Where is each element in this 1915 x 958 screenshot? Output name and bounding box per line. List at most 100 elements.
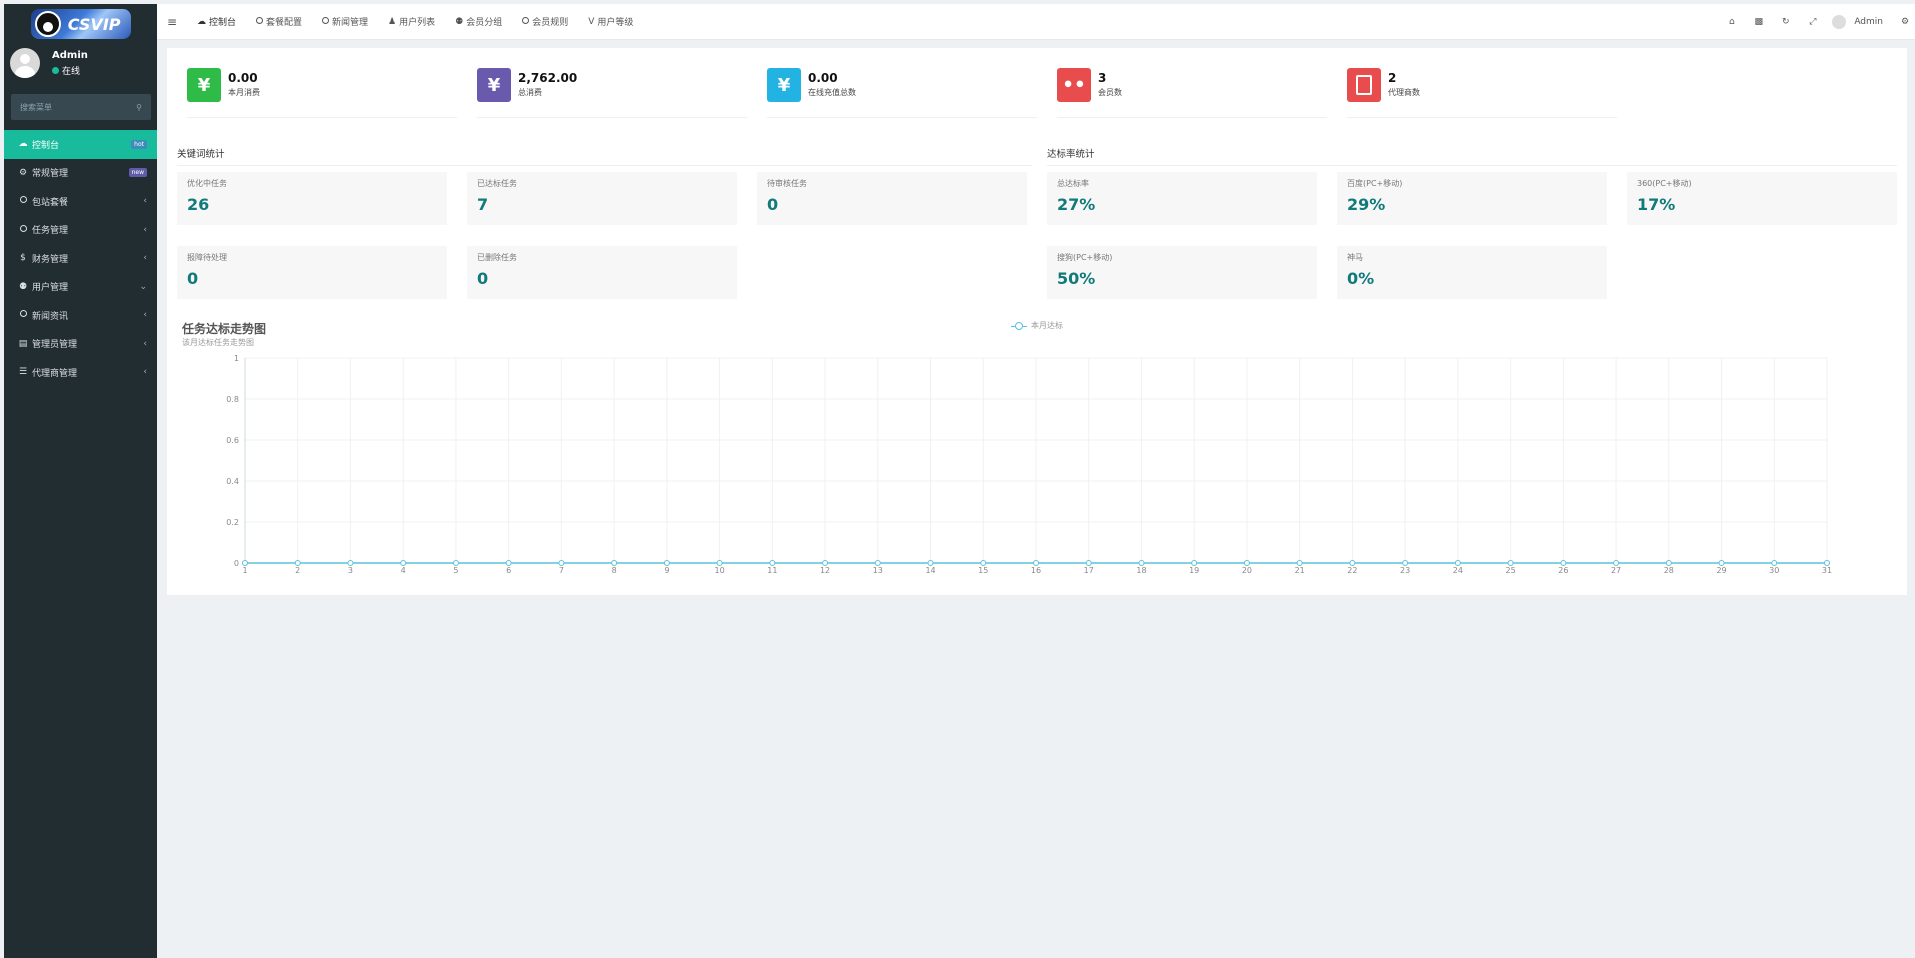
series-point — [452, 560, 459, 566]
sidebar-item-6[interactable]: 新闻资讯 ‹ — [4, 301, 157, 330]
y-tick-label: 1 — [234, 354, 239, 363]
tab-3[interactable]: ♟ 用户列表 — [378, 4, 445, 39]
tab-label: 控制台 — [209, 18, 237, 28]
stat-label: 本月消费 — [228, 88, 260, 97]
tab-2[interactable]: 新闻管理 — [312, 4, 378, 39]
users-icon: ⚉ — [18, 281, 28, 292]
user-panel: Admin 在线 — [4, 44, 157, 82]
dashboard-icon: ☁ — [197, 16, 206, 27]
metric-value: 0 — [477, 269, 489, 288]
x-tick-label: 5 — [453, 566, 458, 575]
x-tick-label: 23 — [1400, 566, 1410, 575]
fullscreen-icon[interactable]: ⤢ — [1809, 16, 1817, 27]
settings-icon[interactable]: ⚙ — [1900, 16, 1910, 27]
tab-4[interactable]: ⚉ 会员分组 — [445, 4, 512, 39]
tab-1[interactable]: 套餐配置 — [246, 4, 312, 39]
sidebar-item-4[interactable]: $ 财务管理 ‹ — [4, 244, 157, 273]
sidebar-item-label: 常规管理 — [32, 169, 69, 180]
metric-label: 百度(PC+移动) — [1347, 179, 1403, 188]
metric-label: 优化中任务 — [187, 179, 227, 188]
circle-icon — [18, 196, 28, 206]
x-tick-label: 26 — [1558, 566, 1568, 575]
logo[interactable]: CSVIP — [4, 4, 157, 44]
metric-value: 29% — [1347, 195, 1386, 214]
top-avatar — [1832, 14, 1847, 29]
series-point — [1138, 560, 1145, 566]
stat-value: 0.00 — [228, 71, 258, 85]
users-icon: ⚫⚫ — [1057, 68, 1091, 102]
metric-value: 27% — [1057, 195, 1096, 214]
user-status: 在线 — [52, 64, 88, 77]
id-card-icon: ▤ — [18, 338, 28, 349]
dollar-icon: $ — [20, 253, 26, 264]
trash-icon[interactable]: ▩ — [1754, 16, 1764, 27]
series-point — [822, 560, 829, 566]
top-user-name: Admin — [1854, 16, 1883, 27]
sidebar-item-label: 代理商管理 — [32, 368, 78, 379]
series-point — [1033, 560, 1039, 566]
series-point — [927, 560, 934, 566]
series-point — [1718, 560, 1725, 566]
search-icon[interactable]: ⚲ — [136, 102, 142, 112]
sidebar-item-2[interactable]: 包站套餐 ‹ — [4, 187, 157, 216]
x-tick-label: 18 — [1136, 566, 1146, 575]
tab-0[interactable]: ☁ 控制台 — [187, 4, 246, 39]
yen-icon: ¥ — [767, 68, 801, 102]
yen-icon: ¥ — [187, 68, 221, 102]
top-user-menu[interactable]: Admin — [1832, 14, 1883, 29]
home-icon[interactable]: ⌂ — [1728, 16, 1735, 27]
x-tick-label: 24 — [1453, 566, 1463, 575]
metric-value: 0 — [767, 195, 779, 214]
yen-icon: ¥ — [477, 68, 511, 102]
series-point — [611, 560, 618, 566]
metric-value: 17% — [1637, 195, 1676, 214]
sidebar-item-0[interactable]: ☁ 控制台 hot — [4, 130, 157, 159]
user-status-label: 在线 — [62, 66, 81, 77]
y-tick-label: 0.4 — [226, 477, 239, 486]
sidebar-item-1[interactable]: ⚙ 常规管理 new — [4, 159, 157, 188]
series-point — [1191, 560, 1198, 566]
x-tick-label: 1 — [242, 566, 247, 575]
rate-section-title: 达标率统计 — [1047, 146, 1897, 166]
menu-toggle-icon[interactable]: ≡ — [166, 14, 178, 29]
cogs-icon: ⚙ — [18, 167, 28, 178]
logo-text: CSVIP — [67, 14, 121, 34]
keyword-metric: 待审核任务 0 — [757, 172, 1027, 225]
list-icon: ☰ — [18, 367, 28, 378]
metric-label: 待审核任务 — [767, 179, 807, 188]
y-tick-label: 0.8 — [226, 395, 239, 404]
tab-6[interactable]: V 用户等级 — [578, 4, 643, 39]
keyword-metric: 报障待处理 0 — [177, 246, 447, 299]
refresh-icon[interactable]: ↻ — [1782, 16, 1790, 27]
x-tick-label: 21 — [1295, 566, 1305, 575]
expand-arrow-icon: ‹ — [143, 367, 147, 378]
metric-label: 已删除任务 — [477, 253, 517, 262]
x-tick-label: 19 — [1189, 566, 1199, 575]
legend-label: 本月达标 — [1031, 321, 1063, 330]
x-tick-label: 31 — [1822, 566, 1832, 575]
sidebar-item-5[interactable]: ⚉ 用户管理 ⌄ — [4, 273, 157, 302]
sidebar-item-7[interactable]: ▤ 管理员管理 ‹ — [4, 330, 157, 359]
avatar — [10, 48, 40, 78]
tab-label: 新闻管理 — [332, 18, 369, 28]
tab-5[interactable]: 会员规则 — [512, 4, 578, 39]
menu-badge: hot — [131, 139, 147, 149]
chart-legend[interactable]: 本月达标 — [1011, 320, 1063, 331]
series-point — [980, 560, 987, 566]
x-tick-label: 25 — [1506, 566, 1516, 575]
stat-label: 会员数 — [1098, 88, 1122, 97]
users-icon: ⚉ — [455, 16, 464, 27]
metric-label: 神马 — [1347, 253, 1363, 262]
menu-search-input[interactable]: 搜索菜单 ⚲ — [11, 94, 151, 120]
sidebar-item-3[interactable]: 任务管理 ‹ — [4, 216, 157, 245]
dashboard-panel: ¥ 0.00 本月消费 ¥ 2,762.00 总消费 ¥ 0.00 在线充值总数… — [167, 48, 1907, 595]
series-point — [347, 560, 354, 566]
series-point — [242, 560, 248, 566]
tab-label: 套餐配置 — [266, 18, 303, 28]
rate-metric: 总达标率 27% — [1047, 172, 1317, 225]
metric-label: 360(PC+移动) — [1637, 179, 1692, 188]
series-point — [1665, 560, 1672, 566]
expand-arrow-icon: ⌄ — [139, 281, 147, 292]
sidebar-item-8[interactable]: ☰ 代理商管理 ‹ — [4, 358, 157, 387]
menu-search-placeholder: 搜索菜单 — [20, 102, 52, 112]
